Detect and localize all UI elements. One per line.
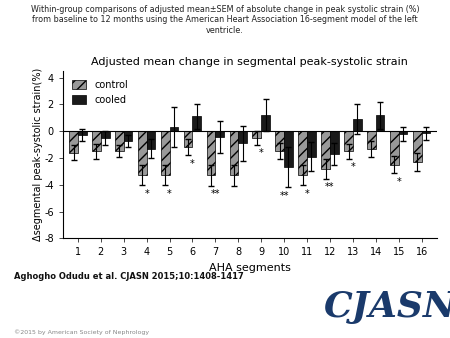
Bar — [344, 131, 353, 151]
Bar — [216, 131, 224, 137]
Bar — [413, 131, 422, 162]
Title: Adjusted mean change in segmental peak-systolic strain: Adjusted mean change in segmental peak-s… — [91, 57, 408, 67]
Bar — [367, 131, 376, 149]
Bar — [170, 127, 178, 131]
Text: **: ** — [279, 191, 289, 201]
Bar — [252, 131, 261, 138]
Bar — [147, 131, 155, 149]
Text: *: * — [396, 177, 401, 187]
Text: Aghogho Odudu et al. CJASN 2015;10:1408-1417: Aghogho Odudu et al. CJASN 2015;10:1408-… — [14, 272, 243, 281]
Bar — [230, 131, 238, 175]
Bar — [184, 131, 193, 147]
Text: *: * — [144, 189, 149, 199]
Bar — [284, 131, 293, 167]
Text: *: * — [259, 148, 264, 158]
Bar — [353, 119, 361, 131]
Text: **: ** — [325, 182, 335, 192]
X-axis label: AHA segments: AHA segments — [209, 263, 291, 273]
Bar — [115, 131, 124, 151]
Text: *: * — [351, 162, 355, 172]
Legend: control, cooled: control, cooled — [68, 76, 132, 108]
Bar — [390, 131, 399, 165]
Bar — [307, 131, 316, 156]
Bar — [101, 131, 109, 138]
Bar — [330, 131, 339, 154]
Bar — [124, 131, 132, 141]
Bar — [161, 131, 170, 175]
Bar — [298, 131, 307, 175]
Bar — [92, 131, 101, 151]
Bar — [78, 131, 86, 135]
Text: *: * — [305, 189, 310, 199]
Y-axis label: Δsegmental peak-systolic strain(%): Δsegmental peak-systolic strain(%) — [33, 68, 43, 241]
Bar — [193, 117, 201, 131]
Bar — [138, 131, 147, 175]
Bar — [69, 131, 78, 153]
Bar — [422, 131, 430, 133]
Text: *: * — [190, 159, 195, 169]
Bar — [399, 131, 407, 134]
Bar — [376, 115, 384, 131]
Text: CJASN: CJASN — [324, 290, 450, 324]
Bar — [207, 131, 216, 175]
Bar — [275, 131, 284, 151]
Text: ©2015 by American Society of Nephrology: ©2015 by American Society of Nephrology — [14, 329, 149, 335]
Text: **: ** — [211, 189, 220, 199]
Text: Within-group comparisons of adjusted mean±SEM of absolute change in peak systoli: Within-group comparisons of adjusted mea… — [31, 5, 419, 35]
Bar — [238, 131, 247, 143]
Bar — [321, 131, 330, 169]
Text: *: * — [167, 189, 172, 199]
Bar — [261, 115, 270, 131]
